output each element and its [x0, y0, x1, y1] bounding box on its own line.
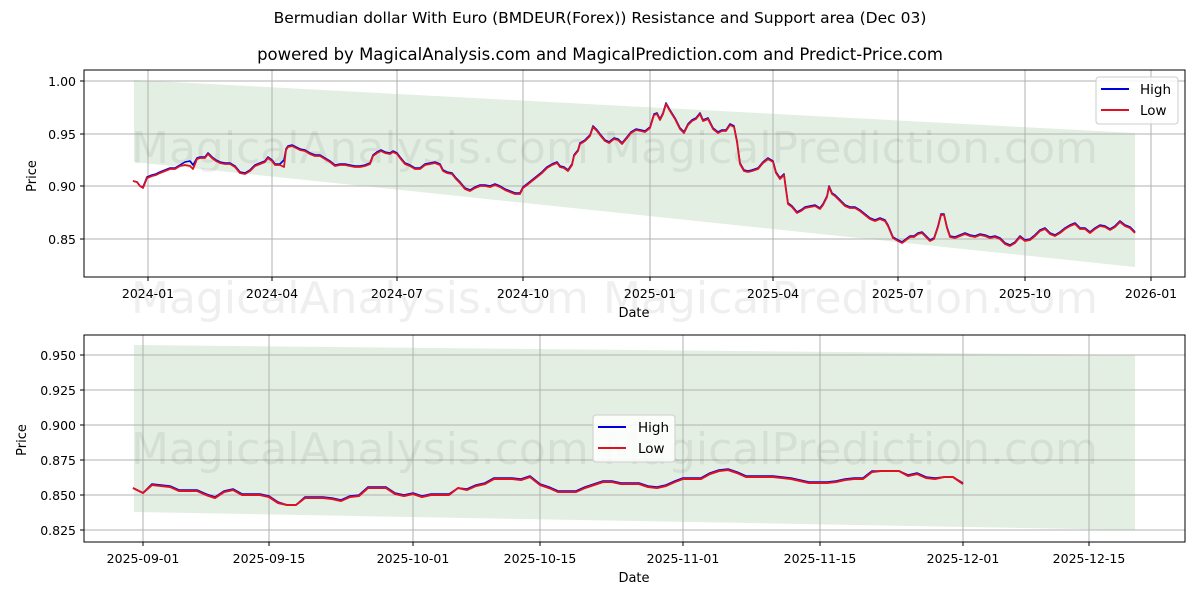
y-tick-label: 0.85	[48, 232, 76, 247]
low-line	[132, 103, 1136, 247]
y-tick-label: 0.95	[48, 127, 76, 142]
x-tick-label: 2024-04	[246, 286, 298, 301]
y-tick-label: 0.900	[40, 418, 76, 433]
x-axis-label: Date	[618, 571, 649, 586]
bottom-watermarks: MagicalAnalysis.com MagicalPrediction.co…	[131, 424, 1098, 475]
chart-title: Bermudian dollar With Euro (BMDEUR(Forex…	[273, 9, 927, 27]
x-tick-label: 2025-12-15	[1053, 551, 1126, 566]
y-tick-label: 0.925	[40, 383, 76, 398]
bottom-x-ticks: 2025-09-01 2025-09-15 2025-10-01 2025-10…	[107, 542, 1126, 566]
bottom-chart: MagicalAnalysis.com MagicalPrediction.co…	[15, 334, 1186, 586]
x-tick-label: 2024-01	[122, 286, 174, 301]
y-tick-label: 1.00	[48, 74, 76, 89]
x-tick-label: 2024-10	[497, 286, 549, 301]
y-tick-label: 0.825	[40, 523, 76, 538]
top-x-ticks: 2024-01 2024-04 2024-07 2024-10 2025-01 …	[122, 277, 1177, 301]
x-tick-label: 2026-01	[1125, 286, 1177, 301]
watermark-text: MagicalPrediction.com	[603, 123, 1098, 174]
chart-subtitle: powered by MagicalAnalysis.com and Magic…	[257, 45, 943, 64]
x-tick-label: 2025-01	[624, 286, 676, 301]
top-y-ticks: 1.00 0.95 0.90 0.85	[48, 74, 84, 247]
x-tick-label: 2025-07	[872, 286, 924, 301]
top-chart: MagicalAnalysis.com MagicalPrediction.co…	[25, 69, 1186, 324]
top-legend: High Low	[1095, 76, 1179, 125]
top-plot-frame	[83, 69, 1186, 278]
x-tick-label: 2025-09-01	[107, 551, 180, 566]
y-tick-label: 0.875	[40, 453, 76, 468]
y-tick-label: 0.850	[40, 488, 76, 503]
legend-high-label: High	[638, 420, 669, 436]
x-axis-label: Date	[618, 306, 649, 321]
legend-low-label: Low	[1140, 103, 1167, 119]
x-tick-label: 2025-11-01	[647, 551, 720, 566]
low-line	[132, 469, 964, 506]
y-axis-label: Price	[15, 424, 30, 456]
bottom-y-ticks: 0.950 0.925 0.900 0.875 0.850 0.825	[40, 348, 84, 538]
watermark-text: MagicalPrediction.com	[603, 424, 1098, 475]
bottom-plot-frame	[83, 334, 1186, 543]
y-axis-label: Price	[25, 160, 40, 192]
y-tick-label: 0.90	[48, 179, 76, 194]
x-tick-label: 2025-10-01	[377, 551, 450, 566]
watermark-text: MagicalAnalysis.com	[131, 273, 589, 324]
x-tick-label: 2025-11-15	[784, 551, 857, 566]
x-tick-label: 2025-12-01	[927, 551, 1000, 566]
x-tick-label: 2025-09-15	[233, 551, 306, 566]
watermark-text: MagicalPrediction.com	[603, 273, 1098, 324]
x-tick-label: 2025-04	[747, 286, 799, 301]
x-tick-label: 2024-07	[371, 286, 423, 301]
bottom-legend: High Low	[592, 414, 676, 463]
x-tick-label: 2025-10	[999, 286, 1051, 301]
legend-low-label: Low	[638, 441, 665, 457]
watermark-text: MagicalAnalysis.com	[131, 424, 589, 475]
legend-high-label: High	[1140, 82, 1171, 98]
top-watermarks: MagicalAnalysis.com MagicalPrediction.co…	[131, 123, 1098, 324]
x-tick-label: 2025-10-15	[504, 551, 577, 566]
y-tick-label: 0.950	[40, 348, 76, 363]
